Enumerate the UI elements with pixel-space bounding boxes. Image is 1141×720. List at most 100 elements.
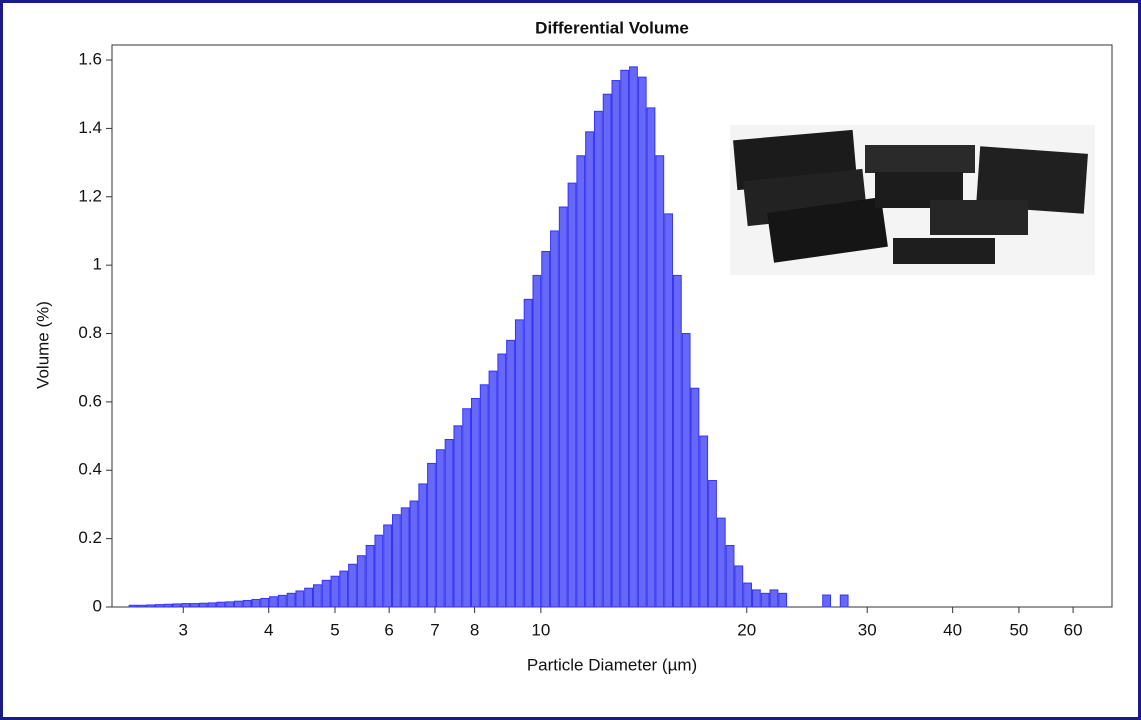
bar — [681, 333, 691, 608]
bar — [523, 298, 533, 608]
cartridge — [930, 200, 1028, 235]
x-tick-label: 20 — [737, 620, 756, 639]
x-tick-label: 8 — [470, 620, 479, 639]
bar — [198, 602, 208, 608]
bar — [207, 602, 217, 608]
cartridge — [976, 146, 1088, 214]
bar — [708, 480, 717, 608]
bar — [839, 594, 849, 608]
bar — [462, 408, 472, 608]
bar — [514, 319, 524, 608]
bar — [137, 604, 147, 608]
bar — [365, 544, 375, 608]
bar — [400, 507, 410, 608]
bar — [304, 587, 314, 608]
y-tick-label: 0.8 — [78, 323, 102, 342]
bar — [286, 592, 296, 608]
x-tick-label: 4 — [264, 620, 273, 639]
y-tick-label: 0.2 — [78, 528, 102, 547]
bar — [356, 555, 366, 608]
bar — [339, 570, 349, 608]
bar — [506, 339, 515, 608]
x-tick-label: 3 — [179, 620, 188, 639]
y-tick-label: 1.6 — [78, 50, 102, 69]
bar — [392, 514, 401, 608]
y-tick-label: 0.6 — [78, 391, 102, 410]
y-axis-label: Volume (%) — [33, 301, 52, 389]
bar — [734, 565, 744, 608]
y-tick-label: 1 — [93, 255, 102, 274]
bar — [602, 93, 612, 608]
x-tick-label: 50 — [1009, 620, 1028, 639]
bar — [242, 600, 252, 608]
bar — [532, 274, 542, 608]
chart-title: Differential Volume — [535, 18, 689, 37]
bar — [427, 462, 436, 608]
bar — [313, 584, 322, 608]
bar — [418, 483, 428, 608]
bar — [725, 544, 735, 608]
bar — [295, 590, 305, 608]
bar — [154, 604, 164, 608]
bar — [444, 438, 454, 608]
bar — [488, 370, 498, 608]
bar — [146, 604, 155, 608]
y-tick-label: 1.2 — [78, 186, 102, 205]
bar — [181, 603, 191, 608]
cartridge — [767, 197, 888, 263]
bar — [576, 155, 586, 608]
bar — [743, 582, 752, 608]
bar — [190, 603, 199, 608]
bar — [163, 603, 173, 608]
bar — [567, 182, 577, 608]
bar — [637, 76, 647, 608]
bar — [435, 449, 445, 608]
x-tick-label: 10 — [531, 620, 550, 639]
bar — [751, 589, 761, 608]
bar — [383, 524, 393, 608]
bar — [260, 597, 270, 608]
x-axis-label: Particle Diameter (µm) — [527, 655, 697, 674]
bar — [497, 353, 507, 608]
bar — [655, 155, 665, 608]
y-tick-label: 0.4 — [78, 460, 102, 479]
bar — [541, 250, 551, 608]
bar — [479, 384, 489, 608]
bar — [690, 387, 700, 608]
bar — [216, 601, 226, 608]
bar — [672, 274, 682, 608]
bar — [453, 425, 463, 608]
bar — [269, 596, 278, 608]
bar — [277, 594, 287, 608]
x-tick-label: 5 — [330, 620, 339, 639]
bar — [558, 206, 568, 608]
bar — [471, 397, 480, 608]
bar — [646, 107, 656, 608]
x-tick-label: 6 — [384, 620, 393, 639]
bar — [409, 500, 419, 608]
bar — [233, 600, 243, 608]
bar — [321, 579, 331, 608]
bar — [172, 603, 182, 608]
cartridge — [893, 238, 995, 264]
bar — [128, 604, 138, 608]
bar — [760, 592, 770, 608]
bar — [225, 601, 234, 608]
bar — [629, 66, 638, 608]
bar — [611, 80, 621, 608]
cartridge — [865, 145, 975, 173]
bar — [699, 435, 709, 608]
bar — [585, 131, 594, 608]
y-tick-label: 1.4 — [78, 118, 102, 137]
bar — [593, 110, 603, 608]
x-tick-label: 40 — [943, 620, 962, 639]
bar — [330, 575, 340, 608]
x-tick-label: 7 — [430, 620, 439, 639]
x-tick-label: 30 — [858, 620, 877, 639]
bar — [778, 592, 788, 608]
bar — [251, 598, 261, 608]
product-photo — [730, 125, 1095, 275]
bar — [664, 213, 673, 608]
